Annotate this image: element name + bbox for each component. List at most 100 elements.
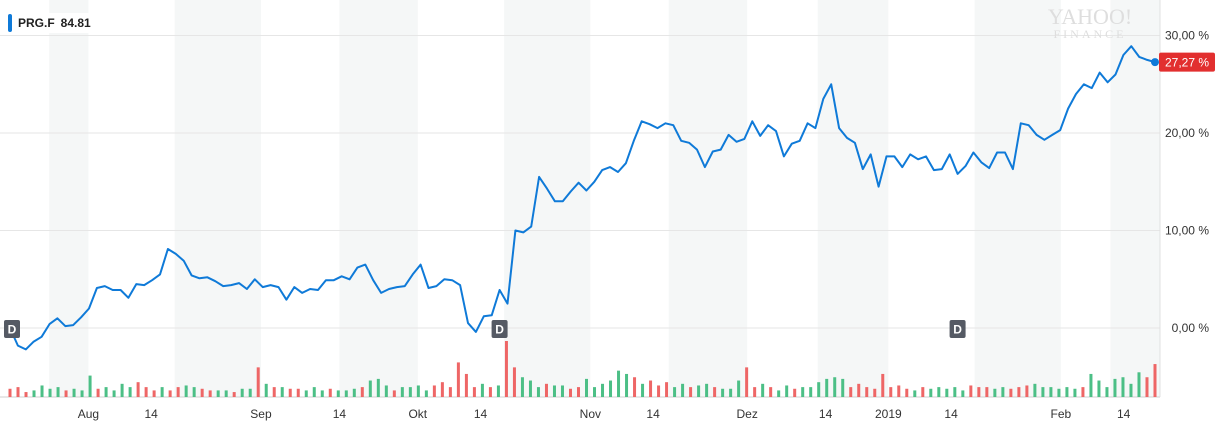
x-tick-label: 14 [944,407,958,421]
volume-bar [456,362,460,397]
volume-bar [585,378,589,397]
watermark-line-1: YAHOO! [1047,4,1133,29]
volume-bar [440,382,444,397]
x-tick-label: Aug [78,407,99,421]
volume-bar [320,390,324,397]
x-tick-label: 14 [1117,407,1131,421]
volume-bar [96,388,100,397]
volume-bar [617,370,621,397]
volume-bar [184,385,188,397]
volume-bars [8,341,1157,397]
volume-bar [929,388,933,397]
volume-bar [144,387,148,397]
volume-bar [1009,388,1013,397]
volume-bar [200,388,204,397]
y-tick-label: 10,00 % [1165,224,1209,238]
dividend-marker[interactable]: D [491,320,508,338]
ticker-legend[interactable]: PRG.F 84.81 [8,13,91,33]
volume-bar [713,387,717,397]
volume-bar [609,380,613,397]
volume-bar [649,380,653,397]
dividend-marker[interactable]: D [4,320,20,338]
grid-lines [0,0,1161,398]
volume-bar [168,390,172,397]
volume-bar [809,387,813,397]
volume-bar [873,388,877,397]
volume-bar [785,385,789,397]
series-swatch [8,14,12,32]
x-tick-label: Dez [737,407,758,421]
month-band [49,0,89,397]
volume-bar [152,390,156,397]
volume-bar [1073,388,1077,397]
volume-bar [905,388,909,397]
volume-bar [64,390,68,397]
volume-bar [969,385,973,397]
volume-bar [1145,377,1149,397]
volume-bar [729,388,733,397]
volume-bar [753,387,757,397]
volume-bar [536,387,540,397]
volume-bar [993,388,997,397]
volume-bar [416,385,420,397]
ticker-price: 84.81 [60,16,91,30]
volume-bar [384,385,388,397]
volume-bar [657,385,661,397]
y-tick-label: 0,00 % [1172,321,1210,335]
volume-bar [881,373,885,397]
volume-bar [1129,383,1133,397]
volume-bar [745,367,749,397]
x-tick-label: 14 [819,407,833,421]
volume-bar [777,390,781,397]
volume-bar [681,383,685,397]
volume-bar [568,388,572,397]
volume-bar [1113,378,1117,397]
volume-bar [360,387,364,397]
volume-bar [1033,383,1037,397]
volume-bar [424,390,428,397]
volume-bar [216,390,220,397]
volume-bar [224,390,228,397]
yahoo-finance-logo: YAHOO! FINANCE [1028,4,1152,41]
volume-bar [344,390,348,397]
volume-bar [272,387,276,397]
volume-bar [673,387,677,397]
x-tick-label: Sep [250,407,272,421]
dividend-marker-box [949,320,966,338]
volume-bar [312,387,316,397]
volume-bar [528,380,532,397]
volume-bar [264,383,268,397]
x-tick-label: Okt [408,407,427,421]
volume-bar [496,385,500,397]
volume-bar [136,382,140,397]
last-price-dot [1151,58,1159,67]
volume-bar [352,388,356,397]
volume-bar [665,382,669,397]
month-band [668,0,748,397]
x-tick-label: 14 [646,407,660,421]
volume-bar [464,373,468,397]
dividend-marker[interactable]: D [949,320,966,338]
x-tick-label: 14 [144,407,158,421]
volume-bar [705,383,709,397]
volume-bar [601,383,605,397]
volume-bar [488,387,492,397]
volume-bar [256,367,260,397]
volume-bar [1065,387,1069,397]
volume-bar [769,387,773,397]
volume-bar [32,390,36,397]
volume-bar [841,378,845,397]
volume-bar [296,388,300,397]
month-bands [49,0,1160,397]
volume-bar [208,390,212,397]
volume-bar [176,387,180,397]
volume-bar [1041,387,1045,397]
volume-bar [1049,387,1053,397]
volume-bar [889,387,893,397]
volume-bar [921,387,925,397]
volume-bar [560,385,564,397]
volume-bar [328,388,332,397]
volume-bar [985,387,989,397]
